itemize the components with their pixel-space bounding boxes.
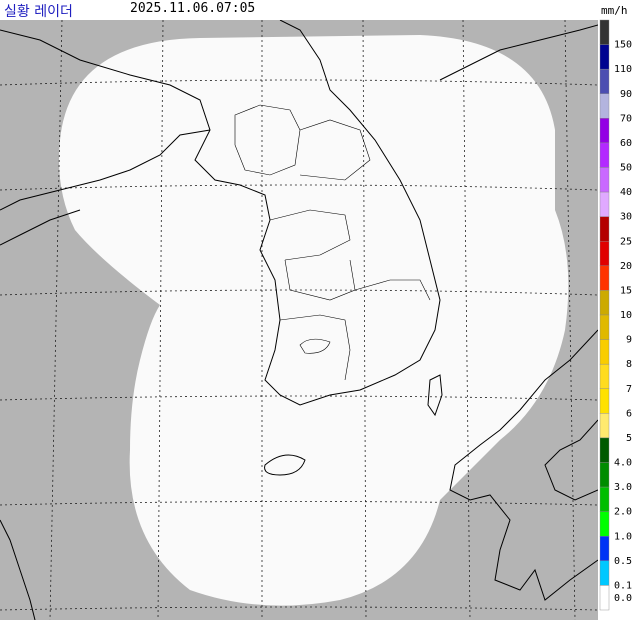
legend-swatch bbox=[599, 265, 610, 291]
legend-label: 1.0 bbox=[614, 531, 632, 542]
legend-label: 0.1 bbox=[614, 580, 632, 591]
legend-swatch bbox=[599, 560, 610, 586]
legend-swatch bbox=[599, 413, 610, 439]
legend-label: 15 bbox=[620, 285, 632, 296]
legend-swatch bbox=[599, 339, 610, 365]
legend-swatch bbox=[599, 363, 610, 389]
legend-swatch bbox=[599, 216, 610, 242]
legend-label: 20 bbox=[620, 261, 632, 272]
legend-label: 8 bbox=[626, 359, 632, 370]
legend-swatch bbox=[599, 314, 610, 340]
legend-label: 0.0 bbox=[614, 593, 632, 604]
legend-swatch bbox=[599, 486, 610, 512]
legend-label: 30 bbox=[620, 212, 632, 223]
legend-label: 110 bbox=[614, 64, 632, 75]
radar-coverage bbox=[59, 35, 569, 606]
legend-swatch bbox=[599, 536, 610, 562]
legend-swatch bbox=[599, 511, 610, 537]
legend-label: 9 bbox=[626, 335, 632, 346]
legend-label: 70 bbox=[620, 113, 632, 124]
legend-swatch bbox=[599, 167, 610, 193]
legend-label: 6 bbox=[626, 408, 632, 419]
legend-swatch bbox=[599, 68, 610, 94]
legend-label: 25 bbox=[620, 236, 632, 247]
legend-swatch bbox=[599, 191, 610, 217]
legend-label: 150 bbox=[614, 40, 632, 51]
legend-swatch bbox=[599, 290, 610, 316]
boundaries bbox=[234, 104, 431, 381]
legend-swatch bbox=[599, 44, 610, 70]
legend-swatch bbox=[599, 388, 610, 414]
legend-swatch bbox=[599, 118, 610, 144]
legend-swatch bbox=[599, 241, 610, 267]
legend-swatch bbox=[599, 462, 610, 488]
legend-label: 90 bbox=[620, 89, 632, 100]
legend-label: 4.0 bbox=[614, 458, 632, 469]
legend: 150 110 90 70 60 50 40 30 25 20 15 10 9 8 7 6 5 4.0 3.0 2.0… bbox=[599, 19, 632, 611]
title: 실황 레이더 bbox=[4, 4, 73, 20]
coastlines bbox=[0, 20, 598, 620]
legend-label: 0.5 bbox=[614, 556, 632, 567]
legend-label: 40 bbox=[620, 187, 632, 198]
timestamp: 2025.11.06.07:05 bbox=[130, 1, 256, 16]
legend-label: 3.0 bbox=[614, 482, 632, 493]
unit: mm/h bbox=[601, 4, 628, 17]
radar-map bbox=[0, 20, 598, 620]
grid bbox=[0, 20, 598, 620]
legend-swatch bbox=[599, 19, 610, 45]
legend-label: 10 bbox=[620, 310, 632, 321]
legend-label: 2.0 bbox=[614, 507, 632, 518]
legend-label: 50 bbox=[620, 163, 632, 174]
legend-label: 7 bbox=[626, 384, 632, 395]
legend-swatch bbox=[599, 93, 610, 119]
legend-swatch bbox=[599, 585, 610, 611]
legend-label: 60 bbox=[620, 138, 632, 149]
legend-swatch bbox=[599, 437, 610, 463]
legend-label: 5 bbox=[626, 433, 632, 444]
legend-swatch bbox=[599, 142, 610, 168]
